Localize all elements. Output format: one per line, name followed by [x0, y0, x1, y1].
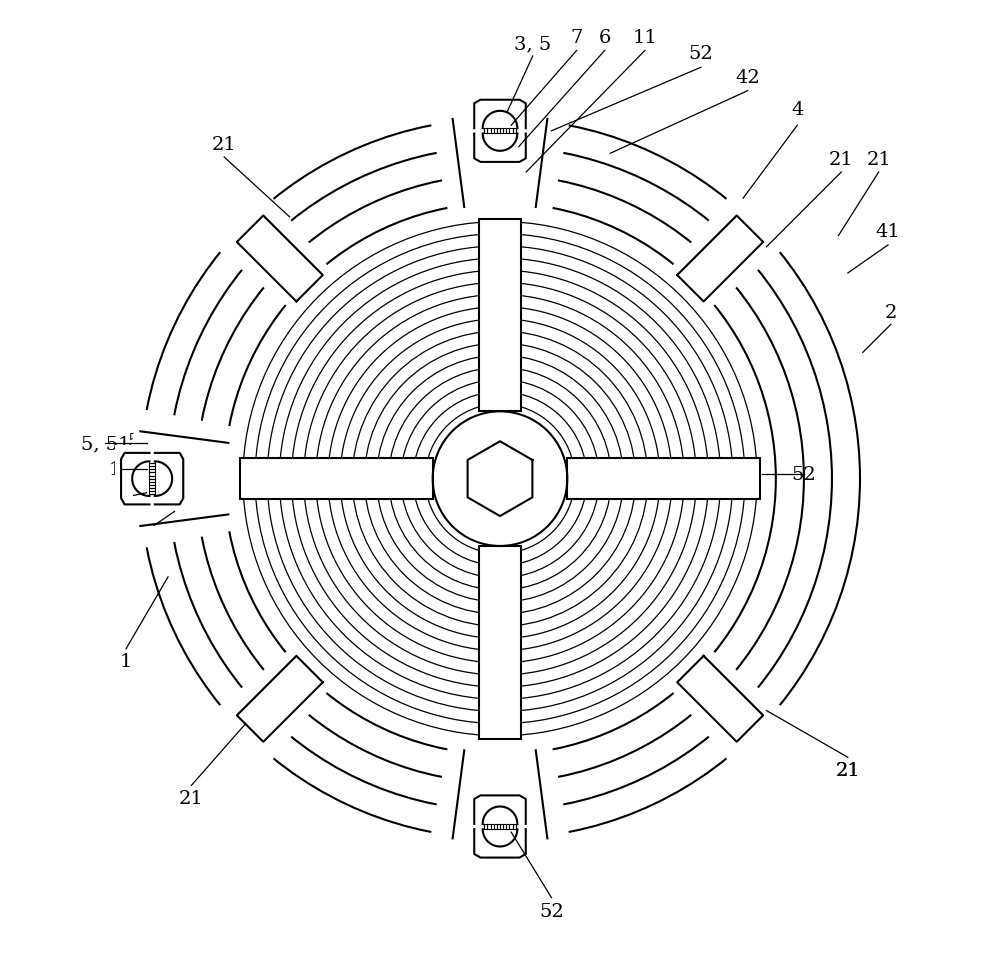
Bar	[240, 458, 433, 499]
Bar	[567, 458, 760, 499]
Text: 7: 7	[148, 522, 160, 539]
Polygon shape	[483, 807, 517, 824]
Text: 1: 1	[120, 653, 132, 670]
Text: 52: 52	[689, 45, 713, 64]
Polygon shape	[483, 829, 517, 847]
Polygon shape	[677, 216, 763, 302]
Text: 6: 6	[599, 29, 611, 47]
Polygon shape	[474, 795, 526, 824]
Polygon shape	[483, 135, 517, 151]
Bar	[466, 95, 534, 169]
Wedge shape	[213, 649, 331, 766]
Polygon shape	[677, 657, 763, 743]
Polygon shape	[155, 462, 172, 496]
Text: 7: 7	[570, 29, 583, 47]
Text: 2: 2	[885, 304, 897, 321]
Text: 52: 52	[792, 465, 816, 484]
Text: 21: 21	[835, 762, 860, 780]
Polygon shape	[121, 453, 149, 505]
Bar	[466, 789, 534, 864]
Text: 21: 21	[179, 789, 204, 808]
Polygon shape	[474, 101, 526, 129]
Text: 511: 511	[115, 487, 152, 505]
Text: 5, 51: 5, 51	[81, 435, 130, 452]
Text: 21: 21	[866, 150, 891, 169]
Text: 11: 11	[109, 461, 134, 479]
Text: 11: 11	[633, 29, 657, 47]
Wedge shape	[131, 408, 236, 549]
Text: 3, 5: 3, 5	[514, 36, 551, 54]
Polygon shape	[468, 442, 532, 517]
Polygon shape	[483, 111, 517, 129]
Polygon shape	[155, 453, 183, 505]
Bar	[115, 446, 190, 513]
Text: 21: 21	[829, 150, 854, 169]
Wedge shape	[213, 192, 331, 310]
Text: 41: 41	[876, 223, 900, 240]
Wedge shape	[669, 649, 787, 766]
Polygon shape	[474, 135, 526, 163]
Text: 21: 21	[212, 136, 237, 153]
Text: 4: 4	[791, 102, 804, 119]
Polygon shape	[237, 216, 323, 302]
Polygon shape	[474, 829, 526, 858]
Bar	[479, 220, 521, 412]
Wedge shape	[669, 192, 787, 310]
Polygon shape	[237, 657, 323, 743]
Text: 42: 42	[735, 68, 760, 87]
Polygon shape	[132, 462, 149, 496]
Wedge shape	[430, 110, 570, 215]
Text: 52: 52	[128, 433, 152, 450]
Wedge shape	[430, 743, 570, 848]
Text: 21: 21	[835, 762, 860, 780]
Text: 52: 52	[539, 902, 564, 919]
Bar	[479, 546, 521, 739]
